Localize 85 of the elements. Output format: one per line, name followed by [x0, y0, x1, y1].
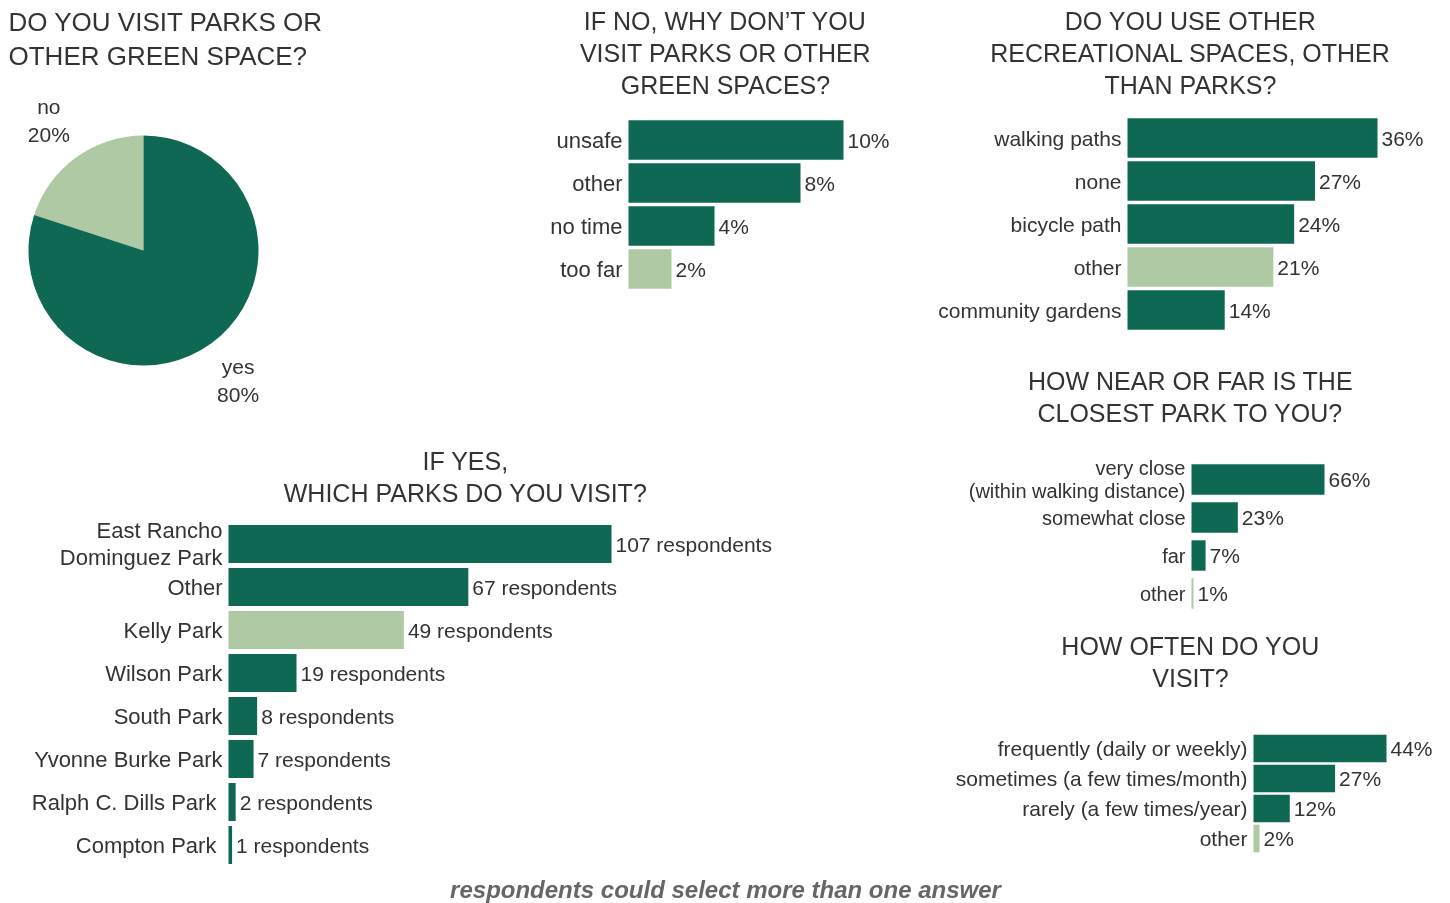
y-tick-label: other	[1073, 255, 1122, 279]
y-tick-label: bicycle path	[1010, 212, 1122, 236]
data-label: 12%	[1293, 797, 1336, 820]
chart-title: IF YES, WHICH PARKS DO YOU VISIT?	[283, 446, 647, 507]
y-tick-label: South Park	[113, 703, 224, 729]
data-label: 2%	[1263, 827, 1294, 850]
bar	[228, 697, 258, 735]
data-label: 44%	[1390, 737, 1433, 760]
bar	[1127, 290, 1225, 330]
y-tick-label: community gardens	[938, 298, 1122, 322]
y-tick-label: other	[1199, 827, 1248, 850]
bar	[1127, 161, 1315, 201]
bar	[228, 783, 236, 821]
y-tick-label: East Rancho Dominguez Park	[59, 518, 224, 570]
data-label: 19 respondents	[300, 661, 446, 685]
data-label: 2 respondents	[239, 790, 373, 814]
y-tick-label: walking paths	[993, 126, 1122, 150]
bar	[628, 120, 844, 160]
data-label: 36%	[1381, 126, 1424, 150]
bar	[1253, 764, 1336, 793]
data-label: 21%	[1277, 255, 1320, 279]
data-label: 107 respondents	[615, 532, 772, 556]
text: respondents could select more than one answer	[450, 876, 1003, 903]
bar	[1191, 578, 1194, 609]
y-tick-label: somewhat close	[1042, 506, 1186, 529]
slice-label: yes	[221, 355, 255, 379]
bar	[1127, 247, 1274, 287]
chart-title: IF NO, WHY DON’T YOU VISIT PARKS OR OTHER GREEN SPACES?	[579, 6, 871, 99]
slice-label: no	[37, 94, 61, 118]
bar	[228, 611, 404, 649]
data-label: 66%	[1328, 468, 1371, 491]
y-tick-label: Compton Park	[75, 832, 218, 858]
data-label: 80%	[217, 383, 260, 407]
data-label: 8%	[804, 171, 835, 195]
bar	[1253, 794, 1290, 823]
data-label: 7%	[1209, 544, 1240, 567]
bar	[628, 206, 715, 246]
y-tick-label: Ralph C. Dills Park	[31, 789, 218, 815]
bar	[1191, 540, 1206, 571]
y-tick-label: sometimes (a few times/month)	[955, 767, 1248, 790]
chart-title: HOW OFTEN DO YOU VISIT?	[1061, 631, 1320, 692]
data-label: 27%	[1319, 169, 1362, 193]
y-tick-label: none	[1074, 169, 1122, 193]
chart-title: DO YOU VISIT PARKS OR OTHER GREEN SPACE?	[8, 6, 323, 71]
data-label: 14%	[1228, 298, 1271, 322]
bar	[1127, 204, 1295, 244]
data-label: 10%	[847, 128, 890, 152]
data-label: 24%	[1298, 212, 1341, 236]
data-label: 23%	[1241, 506, 1284, 529]
data-label: 49 respondents	[407, 618, 553, 642]
bar	[1191, 464, 1325, 495]
y-tick-label: unsafe	[556, 127, 623, 153]
y-tick-label: other	[1139, 582, 1186, 605]
bar	[628, 163, 801, 203]
data-label: 7 respondents	[257, 747, 391, 771]
y-tick-label: no time	[550, 213, 623, 239]
data-label: 20%	[27, 122, 70, 146]
data-label: 1 respondents	[236, 833, 370, 857]
y-tick-label: Other	[167, 574, 223, 600]
bar	[228, 740, 254, 778]
bar	[1253, 734, 1387, 763]
data-label: 2%	[675, 257, 706, 281]
data-label: 67 respondents	[472, 575, 618, 599]
data-label: 8 respondents	[261, 704, 395, 728]
y-tick-label: rarely (a few times/year)	[1022, 797, 1248, 820]
bar	[228, 568, 469, 606]
y-tick-label: Yvonne Burke Park	[34, 746, 224, 772]
chart-title: DO YOU USE OTHER RECREATIONAL SPACES, OTHER THAN PARKS?	[990, 6, 1390, 99]
data-label: 1%	[1197, 582, 1228, 605]
y-tick-label: Wilson Park	[105, 660, 224, 686]
data-label: 4%	[718, 214, 749, 238]
y-tick-label: too far	[560, 256, 623, 282]
bar	[1253, 824, 1260, 853]
y-tick-label: other	[572, 170, 623, 196]
data-label: 27%	[1339, 767, 1382, 790]
y-tick-label: frequently (daily or weekly)	[997, 737, 1248, 760]
chart-title: HOW NEAR OR FAR IS THE CLOSEST PARK TO YOU?	[1027, 366, 1353, 427]
bar	[228, 654, 297, 692]
y-tick-label: very close (within walking distance)	[968, 456, 1186, 503]
bar	[628, 249, 672, 289]
bar	[1127, 118, 1378, 158]
bar	[1191, 502, 1238, 533]
y-tick-label: Kelly Park	[123, 617, 224, 643]
y-tick-label: far	[1162, 544, 1186, 567]
bar	[228, 525, 612, 563]
